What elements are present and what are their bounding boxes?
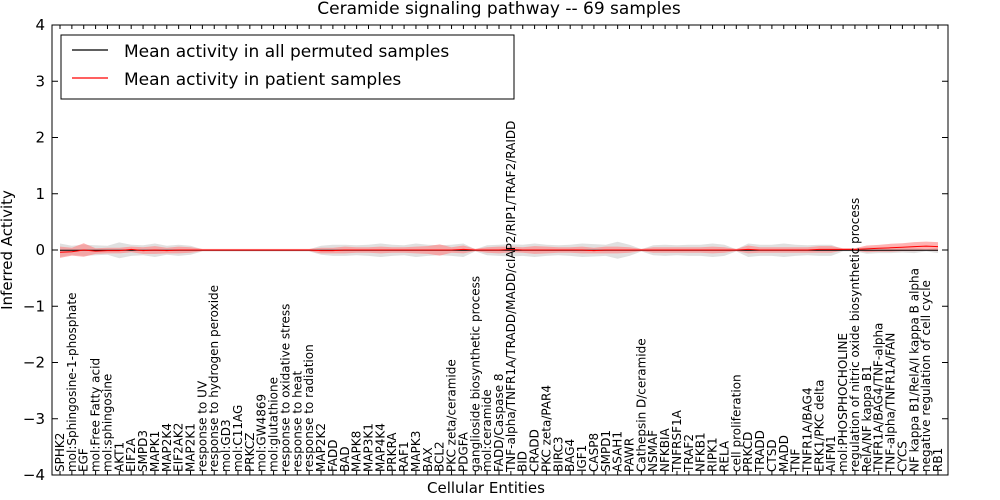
x-tick-label: RELA bbox=[717, 440, 731, 472]
x-tick-label: TRAF2 bbox=[682, 434, 696, 473]
x-tick-label: MADD bbox=[777, 435, 791, 472]
y-tick-label: −1 bbox=[23, 297, 45, 315]
series-lines bbox=[59, 245, 939, 253]
x-tick-label: response to radiation bbox=[302, 344, 316, 472]
x-tick-label: NF kappa B1/RelA/I kappa B alpha bbox=[907, 268, 921, 472]
x-tick-label: EGF bbox=[77, 448, 91, 472]
x-tick-label: CTSD bbox=[765, 439, 779, 472]
x-tick-label: regulation of nitric oxide biosynthetic … bbox=[848, 198, 862, 472]
x-tick-label: TNF bbox=[789, 449, 803, 473]
x-tick-label: SPHK2 bbox=[53, 433, 67, 472]
x-tick-label: mol:PHOSPHOCHOLINE bbox=[836, 333, 850, 472]
x-tick-label: PAWR bbox=[623, 438, 637, 472]
x-tick-label: MAP2K4 bbox=[160, 423, 174, 472]
x-tick-label: response to UV bbox=[195, 380, 209, 472]
x-tick-label: TNFR1A/BAG4/TNF-alpha bbox=[872, 323, 886, 473]
x-axis: SPHK2mol:Sphingosine-1-phosphateEGFmol:F… bbox=[53, 25, 945, 475]
x-tick-label: CRADD bbox=[528, 429, 542, 472]
y-tick-label: 4 bbox=[35, 16, 45, 34]
x-tick-label: mol:C11AG bbox=[231, 405, 245, 472]
x-tick-label: NFKBIA bbox=[658, 427, 672, 472]
x-tick-label: EIF2AK2 bbox=[172, 423, 186, 472]
x-tick-label: NSMAF bbox=[646, 430, 660, 472]
x-tick-label: EIF2A bbox=[124, 437, 138, 472]
x-tick-label: response to heat bbox=[290, 370, 304, 472]
x-tick-label: PKC zeta/PAR4 bbox=[540, 385, 554, 472]
chart-title: Ceramide signaling pathway -- 69 samples bbox=[317, 0, 681, 19]
x-tick-label: TNFRSF1A bbox=[670, 409, 684, 473]
x-tick-label: mol:glutathione bbox=[267, 377, 281, 472]
y-tick-label: −4 bbox=[23, 466, 45, 484]
x-tick-label: MAPK8 bbox=[350, 431, 364, 472]
x-tick-label: Cathepsin D/ceramide bbox=[634, 338, 648, 472]
x-tick-label: BAD bbox=[338, 446, 352, 472]
x-tick-label: PDGFA bbox=[456, 431, 470, 472]
x-tick-label: AKT1 bbox=[112, 442, 126, 472]
y-tick-label: 3 bbox=[35, 72, 45, 90]
line-series-1 bbox=[59, 245, 939, 253]
x-tick-label: BID bbox=[516, 451, 530, 472]
y-axis: 4 3 2 1 0 −1 −2 −3 −4 bbox=[23, 16, 948, 484]
x-tick-label: PRKCD bbox=[741, 432, 755, 472]
x-tick-label: mol:GW4869 bbox=[255, 394, 269, 472]
x-tick-label: TRADD bbox=[753, 430, 767, 473]
x-tick-label: mol:GD3 bbox=[219, 419, 233, 472]
x-tick-label: CYCS bbox=[895, 441, 909, 472]
x-tick-label: cell proliferation bbox=[729, 374, 743, 472]
x-tick-label: CASP8 bbox=[587, 433, 601, 472]
y-tick-label: 1 bbox=[35, 185, 45, 203]
x-tick-label: mol:ceramide bbox=[480, 389, 494, 472]
x-tick-label: AIFM1 bbox=[824, 435, 838, 472]
x-tick-label: ASAH1 bbox=[611, 431, 625, 472]
x-tick-label: BAX bbox=[421, 447, 435, 472]
x-tick-label: RIPK1 bbox=[706, 437, 720, 472]
x-tick-label: MAPK3 bbox=[409, 431, 423, 472]
x-tick-label: PRKCZ bbox=[243, 433, 257, 472]
x-tick-label: BIRC3 bbox=[551, 436, 565, 472]
x-tick-label: FADD/Caspase 8 bbox=[492, 373, 506, 472]
x-tick-label: response to hydrogen peroxide bbox=[207, 285, 221, 472]
x-tick-label: TNF-alpha/TNFR1A/FAN bbox=[884, 333, 898, 473]
legend-box bbox=[60, 34, 515, 100]
x-tick-label: BCL2 bbox=[433, 441, 447, 472]
y-tick-label: −2 bbox=[23, 354, 45, 372]
x-tick-label: FADD bbox=[326, 440, 340, 473]
y-axis-label: Inferred Activity bbox=[0, 190, 16, 310]
x-tick-label: MAP2K2 bbox=[314, 423, 328, 472]
x-tick-label: mol:Free Fatty acid bbox=[89, 358, 103, 472]
x-tick-label: MAP4K4 bbox=[373, 423, 387, 472]
x-tick-label: ganglioside biosynthetic process bbox=[468, 276, 482, 472]
legend: Mean activity in all permuted samples Me… bbox=[60, 34, 515, 100]
x-tick-label: MAP2K1 bbox=[184, 423, 198, 472]
legend-label-patient: Mean activity in patient samples bbox=[124, 70, 401, 90]
x-tick-label: TNF-alpha/TNFR1A/TRADD/MADD/cIAP2/RIP1/T… bbox=[504, 121, 518, 473]
x-tick-label: IGF1 bbox=[575, 445, 589, 472]
x-tick-label: PKC zeta/ceramide bbox=[445, 359, 459, 472]
x-tick-label: mol:Sphingosine-1-phosphate bbox=[65, 293, 79, 473]
plot-frame bbox=[51, 24, 949, 476]
x-tick-label: NFKB1 bbox=[694, 432, 708, 472]
x-tick-label: mol:sphingosine bbox=[101, 374, 115, 472]
x-tick-label: PRKRA bbox=[385, 432, 399, 472]
x-tick-label: BAG4 bbox=[563, 439, 577, 472]
y-tick-label: −3 bbox=[23, 410, 45, 428]
x-tick-label: TNFR1A/BAG4 bbox=[801, 387, 815, 473]
x-tick-label: RAF1 bbox=[397, 441, 411, 472]
x-axis-label: Cellular Entities bbox=[427, 479, 545, 497]
x-tick-label: RelA/NF kappa B1 bbox=[860, 365, 874, 472]
legend-label-permuted: Mean activity in all permuted samples bbox=[124, 42, 449, 62]
x-tick-label: SMPD3 bbox=[136, 430, 150, 472]
y-tick-label: 0 bbox=[35, 241, 45, 259]
x-tick-label: RB1 bbox=[931, 448, 945, 472]
x-tick-label: SMPD1 bbox=[599, 430, 613, 472]
x-tick-label: negative regulation of cell cycle bbox=[919, 280, 933, 472]
x-tick-label: ERK1/PKC delta bbox=[812, 380, 826, 473]
x-tick-label: MAP3K1 bbox=[362, 423, 376, 472]
x-tick-label: MAPK1 bbox=[148, 431, 162, 472]
y-tick-label: 2 bbox=[35, 129, 45, 147]
x-tick-label: response to oxidative stress bbox=[278, 304, 292, 472]
